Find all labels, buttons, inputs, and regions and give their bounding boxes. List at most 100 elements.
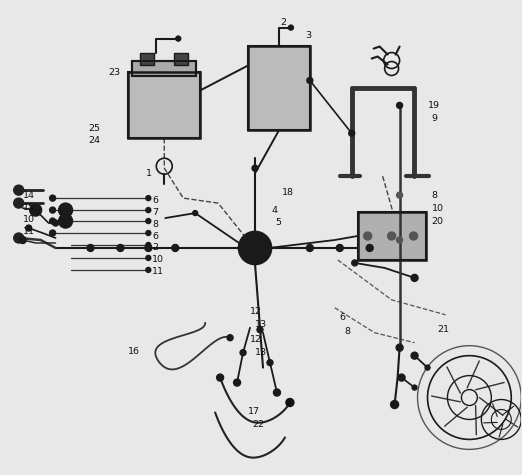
Circle shape <box>53 220 58 226</box>
Circle shape <box>397 103 402 108</box>
Text: 22: 22 <box>252 420 264 429</box>
Text: 7: 7 <box>152 208 158 217</box>
Text: 11: 11 <box>152 267 164 276</box>
Text: 2: 2 <box>280 18 286 27</box>
Circle shape <box>176 36 181 41</box>
Circle shape <box>307 77 313 84</box>
Text: 8: 8 <box>152 219 158 228</box>
Bar <box>133 60 196 76</box>
Text: 11: 11 <box>22 227 34 236</box>
Circle shape <box>286 399 294 407</box>
Circle shape <box>146 256 151 260</box>
Circle shape <box>146 230 151 236</box>
Circle shape <box>58 203 73 217</box>
Text: 25: 25 <box>89 124 101 133</box>
Text: 8: 8 <box>345 327 351 336</box>
Circle shape <box>146 196 151 200</box>
Text: 12: 12 <box>250 307 262 316</box>
Circle shape <box>50 195 56 201</box>
Bar <box>128 73 200 138</box>
Circle shape <box>50 230 56 236</box>
Circle shape <box>274 389 280 396</box>
Circle shape <box>14 198 23 208</box>
Circle shape <box>267 360 273 366</box>
Bar <box>133 60 196 76</box>
Circle shape <box>58 214 73 228</box>
Circle shape <box>233 379 241 386</box>
Text: 20: 20 <box>432 217 444 226</box>
Circle shape <box>117 245 124 251</box>
Circle shape <box>19 237 26 244</box>
Circle shape <box>50 207 56 213</box>
Text: 12: 12 <box>250 335 262 344</box>
Text: 23: 23 <box>109 68 121 77</box>
Circle shape <box>411 352 418 359</box>
Bar <box>174 53 188 65</box>
Text: 13: 13 <box>255 348 267 357</box>
Text: 13: 13 <box>255 320 267 329</box>
Circle shape <box>30 204 42 216</box>
Text: 16: 16 <box>128 347 140 356</box>
Text: 1: 1 <box>146 169 152 178</box>
Circle shape <box>14 185 23 195</box>
Circle shape <box>390 400 399 408</box>
Circle shape <box>217 374 223 381</box>
Circle shape <box>87 245 94 251</box>
Circle shape <box>146 242 151 247</box>
Text: 14: 14 <box>22 190 34 200</box>
Circle shape <box>146 208 151 213</box>
Text: 9: 9 <box>432 114 437 123</box>
Text: 19: 19 <box>428 101 440 110</box>
Text: 24: 24 <box>89 136 101 145</box>
Circle shape <box>247 240 263 256</box>
Bar <box>140 53 155 65</box>
Circle shape <box>145 245 152 251</box>
Text: 8: 8 <box>432 190 437 200</box>
Text: 6: 6 <box>152 231 158 240</box>
Circle shape <box>411 275 418 281</box>
Text: 6: 6 <box>340 314 346 322</box>
Circle shape <box>252 165 258 171</box>
Text: 5: 5 <box>275 218 281 227</box>
Circle shape <box>397 237 402 243</box>
Circle shape <box>397 192 402 198</box>
Circle shape <box>26 225 32 231</box>
Circle shape <box>146 267 151 272</box>
Text: 10: 10 <box>152 256 164 265</box>
Circle shape <box>257 327 263 332</box>
Circle shape <box>352 260 358 266</box>
Circle shape <box>388 232 396 240</box>
Text: 17: 17 <box>248 407 260 416</box>
Circle shape <box>240 350 246 356</box>
Text: 18: 18 <box>282 188 294 197</box>
Circle shape <box>336 245 343 251</box>
Circle shape <box>366 245 373 251</box>
Circle shape <box>425 365 430 370</box>
Circle shape <box>146 218 151 224</box>
Text: 10: 10 <box>22 215 34 224</box>
Circle shape <box>14 233 23 243</box>
Circle shape <box>306 245 313 251</box>
Bar <box>248 46 310 130</box>
Circle shape <box>289 25 293 30</box>
Bar <box>358 212 425 260</box>
Circle shape <box>227 335 233 341</box>
Circle shape <box>50 218 56 224</box>
Circle shape <box>193 210 198 216</box>
Text: 4: 4 <box>272 206 278 215</box>
Bar <box>248 46 310 130</box>
Circle shape <box>396 344 403 351</box>
Text: 2: 2 <box>152 244 158 253</box>
Circle shape <box>349 130 355 136</box>
Text: 21: 21 <box>437 325 449 334</box>
Text: 10: 10 <box>432 204 444 213</box>
Text: 15: 15 <box>22 203 34 211</box>
Circle shape <box>239 232 271 264</box>
Bar <box>358 212 425 260</box>
Circle shape <box>172 245 179 251</box>
Text: 6: 6 <box>152 196 158 205</box>
Circle shape <box>364 232 372 240</box>
Bar <box>128 73 200 138</box>
Circle shape <box>410 232 418 240</box>
Circle shape <box>412 385 417 390</box>
